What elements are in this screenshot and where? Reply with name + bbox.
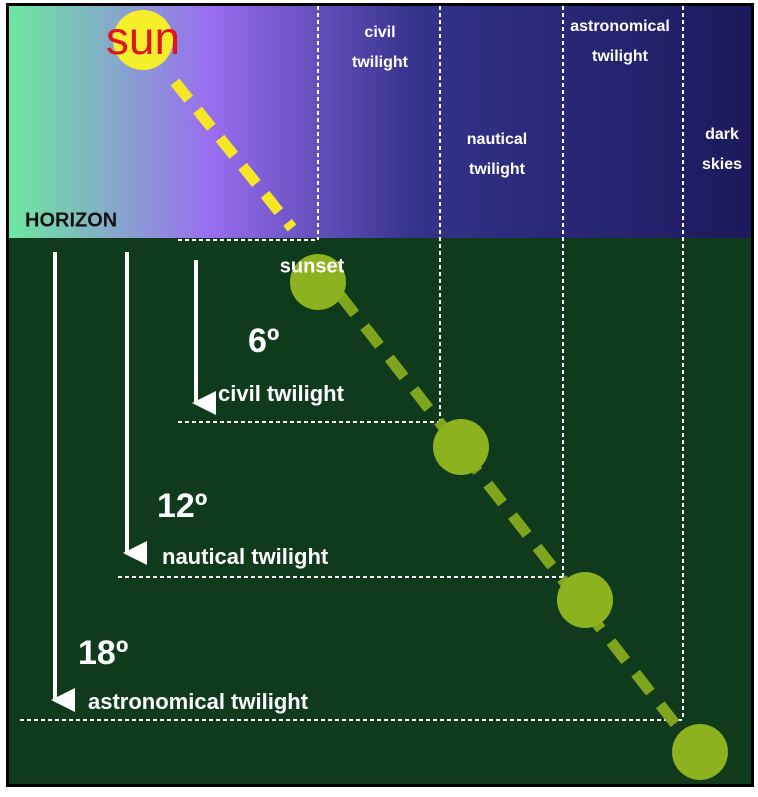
zone-label: twilight [469,161,526,178]
sunset-label: sunset [280,255,345,277]
degree-label: 18º [78,634,128,672]
horizon-label: HORIZON [25,209,117,231]
zone-label: nautical [467,131,527,148]
zone-label: dark [705,126,739,143]
page: {"sky": {"sun": "sun", "horizon": "HORIZ… [0,0,758,792]
level-label: astronomical twilight [88,689,309,714]
level-label: civil twilight [218,381,345,406]
zone-label: skies [702,156,742,173]
zone-label: twilight [352,54,409,71]
zone-label: astronomical [570,18,670,35]
sun-position [557,572,613,628]
twilight-diagram: sun HORIZON civil twilight nautical twil… [0,0,758,792]
sun-label: sun [106,12,180,64]
level-label: nautical twilight [162,544,329,569]
zone-label: twilight [592,48,649,65]
sun-position [433,419,489,475]
degree-label: 6º [248,322,279,360]
zone-label: civil [364,24,395,41]
degree-label: 12º [157,487,207,525]
sun-position [672,724,728,780]
